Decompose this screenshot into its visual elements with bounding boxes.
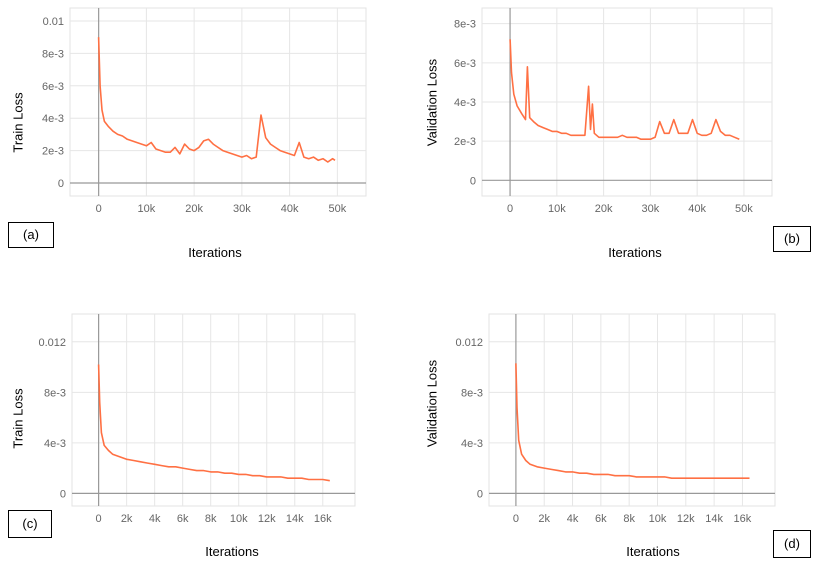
y-tick-label: 8e-3	[454, 19, 476, 31]
chart-panel-c: Train Loss 0 2k 4k 6k 8k 10k 12k 14k 16k 0 4e-3 8e-…	[0, 296, 407, 563]
x-tick-label: 30k	[233, 203, 251, 215]
y-tick-label: 0.012	[38, 337, 66, 349]
y-tick-label: 0.01	[43, 16, 64, 28]
y-tick-label: 0	[60, 488, 66, 500]
x-tick-label: 2k	[121, 513, 133, 525]
x-tick-label: 14k	[705, 513, 723, 525]
x-tick-label: 10k	[138, 203, 156, 215]
plot-frame	[488, 313, 776, 507]
chart-svg: 0 10k 20k 30k 40k 50k 0 2e-3 4e-3 6e-3 8e-3	[454, 7, 773, 215]
x-tick-label: 6k	[595, 513, 607, 525]
x-tick-label: 16k	[734, 513, 752, 525]
x-tick-label: 0	[96, 513, 102, 525]
chart-svg: 0 10k 20k 30k 40k 50k 0 2e-3 4e-3 6e-3 8e-3 0.01	[42, 7, 367, 215]
x-axis-label: Iterations	[188, 245, 242, 260]
x-tick-label: 6k	[177, 513, 189, 525]
x-tick-label: 14k	[286, 513, 304, 525]
x-tick-label: 2k	[538, 513, 550, 525]
chart-svg: 0 2k 4k 6k 8k 10k 12k 14k 16k 0 4e-3 8e-3 0.012	[38, 313, 356, 525]
x-tick-label: 0	[96, 203, 102, 215]
x-tick-label: 12k	[258, 513, 276, 525]
chart-svg: 0 2k 4k 6k 8k 10k 12k 14k 16k 0 4e-3 8e-3 0.012	[455, 313, 776, 525]
x-tick-label: 30k	[642, 203, 660, 215]
x-tick-label: 20k	[595, 203, 613, 215]
x-axis-label: Iterations	[626, 544, 680, 559]
y-tick-label: 6e-3	[454, 58, 476, 70]
y-tick-label: 0	[58, 178, 64, 190]
y-tick-label: 4e-3	[454, 97, 476, 109]
plot-frame	[69, 7, 367, 197]
x-tick-label: 0	[513, 513, 519, 525]
x-tick-label: 8k	[205, 513, 217, 525]
y-tick-label: 0	[477, 488, 483, 500]
y-tick-label: 0.012	[455, 337, 483, 349]
series-line	[515, 363, 750, 479]
y-tick-label: 4e-3	[44, 438, 66, 450]
y-tick-label: 8e-3	[42, 48, 64, 60]
y-tick-label: 8e-3	[44, 387, 66, 399]
x-tick-label: 8k	[623, 513, 635, 525]
chart-panel-b: Validation Loss 0 10k 20k 30k 40k 50k 0 2e-3 4e-…	[407, 0, 814, 281]
x-axis-label: Iterations	[608, 245, 662, 260]
y-tick-label: 2e-3	[42, 146, 64, 158]
x-tick-label: 10k	[230, 513, 248, 525]
plot-frame	[71, 313, 356, 507]
x-tick-label: 4k	[149, 513, 161, 525]
series-line	[97, 364, 330, 482]
x-axis-label: Iterations	[205, 544, 259, 559]
chart-panel-a: Train Loss 0 10k 20k 30k 40k 50k 0 2e-3 4e-3 6e-3…	[0, 0, 407, 281]
x-tick-label: 20k	[185, 203, 203, 215]
y-tick-label: 2e-3	[454, 136, 476, 148]
x-tick-label: 50k	[735, 203, 753, 215]
chart-panel-d: Validation Loss 0 2k 4k 6k 8k 10k 12k 14k 16k 0 4e…	[407, 296, 814, 563]
x-tick-label: 10k	[649, 513, 667, 525]
x-tick-label: 40k	[281, 203, 299, 215]
panel-label: (a)	[8, 222, 54, 248]
y-tick-label: 0	[470, 175, 476, 187]
series-line	[97, 37, 336, 163]
y-tick-label: 4e-3	[461, 438, 483, 450]
x-tick-label: 50k	[328, 203, 346, 215]
x-tick-label: 4k	[567, 513, 579, 525]
panel-label: (c)	[8, 510, 52, 538]
x-tick-label: 12k	[677, 513, 695, 525]
x-tick-label: 40k	[688, 203, 706, 215]
x-tick-label: 10k	[548, 203, 566, 215]
series-line	[509, 39, 740, 140]
panel-label: (d)	[773, 530, 811, 558]
y-tick-label: 8e-3	[461, 387, 483, 399]
y-tick-label: 6e-3	[42, 81, 64, 93]
x-tick-label: 16k	[314, 513, 332, 525]
y-tick-label: 4e-3	[42, 113, 64, 125]
panel-label: (b)	[773, 226, 811, 252]
x-tick-label: 0	[507, 203, 513, 215]
